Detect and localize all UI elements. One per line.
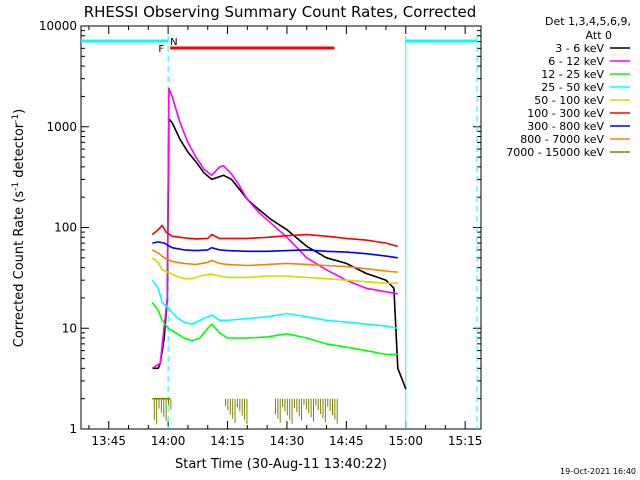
axis-ticks (81, 25, 481, 430)
series-line (151, 224, 399, 248)
legend-entry-label: 12 - 25 keV (541, 68, 604, 81)
legend-entry-label: 7000 - 15000 keV (506, 146, 604, 159)
series-line (152, 241, 398, 259)
x-tick-labels: 13:45 14:00 14:15 14:30 14:45 15:00 15:15 (91, 434, 482, 448)
series-lines (151, 87, 407, 425)
y-tick-label: 1000 (46, 120, 77, 134)
legend-entry-label: 6 - 12 keV (548, 55, 604, 68)
y-tick-label: 10000 (39, 19, 77, 33)
legend-entry-label: 25 - 50 keV (541, 81, 604, 94)
x-tick-label: 15:15 (448, 434, 483, 448)
y-tick-label: 10 (62, 321, 77, 335)
series-line (151, 302, 398, 356)
legend-entry-label: 100 - 300 keV (527, 107, 604, 120)
x-tick-label: 14:30 (270, 434, 305, 448)
y-axis-label: Corrected Count Rate (s-1 detector-1) (11, 109, 27, 347)
series-line (151, 257, 398, 285)
legend-header-1: Det 1,3,4,5,6,9, (545, 15, 631, 28)
x-axis-label: Start Time (30-Aug-11 13:40:22) (175, 457, 387, 472)
legend-entry-label: 800 - 7000 keV (520, 133, 604, 146)
x-tick-label: 15:00 (388, 434, 423, 448)
chart-title: RHESSI Observing Summary Count Rates, Co… (84, 3, 477, 21)
legend-entry-label: 3 - 6 keV (555, 42, 604, 55)
legend-entry-label: 50 - 100 keV (534, 94, 604, 107)
x-tick-label: 14:45 (329, 434, 364, 448)
series-line (151, 87, 398, 369)
x-tick-label: 13:45 (91, 434, 126, 448)
x-tick-label: 14:00 (151, 434, 186, 448)
y-tick-label: 100 (54, 221, 77, 235)
legend-entry-label: 300 - 800 keV (527, 120, 604, 133)
series-line (151, 279, 398, 330)
legend-header-2: Att 0 (586, 29, 612, 42)
night-flag-label: N (170, 37, 177, 48)
y-tick-labels: 1 10 100 1000 10000 (39, 19, 77, 436)
footer-date: 19-Oct-2021 16:40 (560, 467, 636, 476)
flare-flag-label: F (158, 44, 164, 55)
x-tick-label: 14:15 (210, 434, 245, 448)
y-tick-label: 1 (69, 422, 77, 436)
flag-bars: FN (158, 37, 335, 55)
series-line (151, 249, 398, 273)
